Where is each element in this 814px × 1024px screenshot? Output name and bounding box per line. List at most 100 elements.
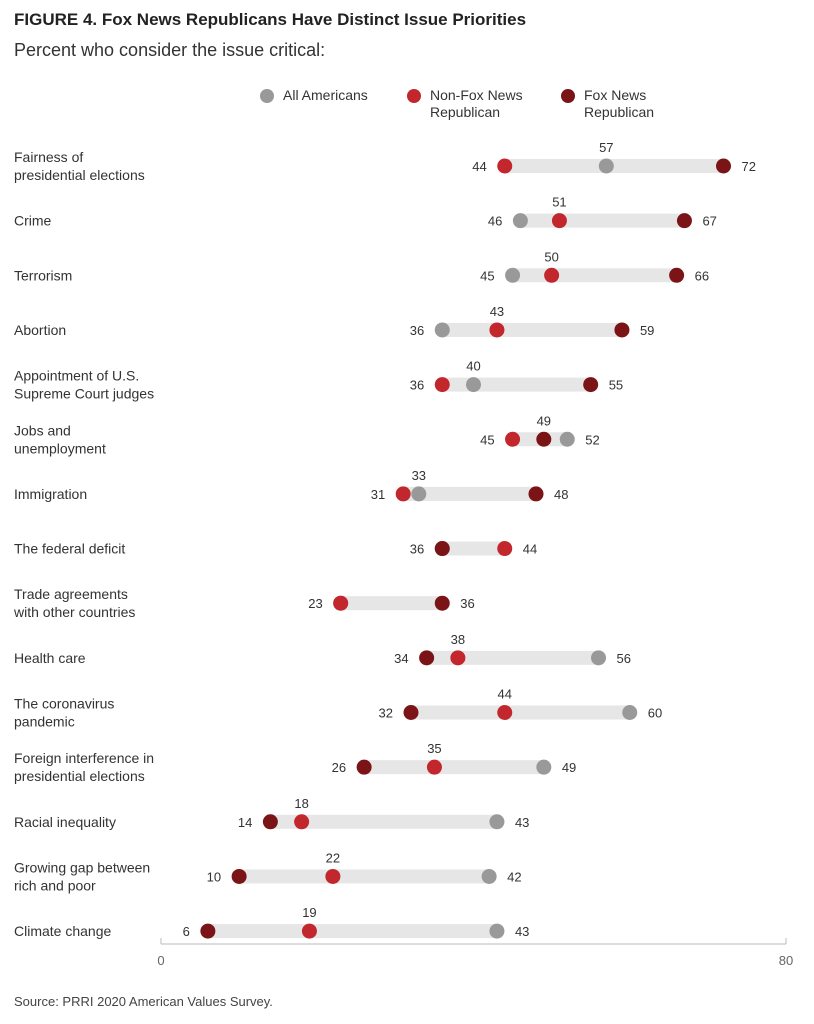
data-label-nonfox: 38 xyxy=(451,632,465,647)
legend-label-fox: Fox News xyxy=(584,87,646,103)
dot-fox xyxy=(231,868,247,884)
data-label-all: 43 xyxy=(515,924,529,939)
range-bar xyxy=(340,596,443,611)
dot-all xyxy=(622,705,638,720)
category-label: Appointment of U.S. xyxy=(14,368,139,384)
legend-label-all: All Americans xyxy=(283,87,368,103)
dot-all xyxy=(598,158,614,174)
dot-fox xyxy=(583,377,599,393)
dot-all xyxy=(559,431,575,447)
data-label-all: 36 xyxy=(410,323,424,338)
data-label-all: 46 xyxy=(488,214,502,229)
dot-nonfox xyxy=(450,650,466,666)
range-bar xyxy=(442,541,505,556)
x-tick-label: 0 xyxy=(157,953,164,968)
dot-nonfox xyxy=(505,431,521,447)
category-label: Growing gap between xyxy=(14,859,150,875)
category-label: Jobs and xyxy=(14,422,71,438)
x-tick-label: 80 xyxy=(779,953,793,968)
dot-nonfox xyxy=(434,377,450,393)
dot-all xyxy=(536,759,552,775)
range-bar xyxy=(207,924,497,939)
dot-fox xyxy=(669,267,685,283)
dot-nonfox xyxy=(497,705,513,720)
category-label: presidential elections xyxy=(14,768,145,784)
dot-nonfox xyxy=(489,322,505,338)
chart-title: FIGURE 4. Fox News Republicans Have Dist… xyxy=(14,10,527,29)
range-bar xyxy=(442,322,622,337)
data-label-all: 23 xyxy=(308,596,322,611)
data-label-nonfox: 44 xyxy=(523,542,537,557)
data-label-all: 57 xyxy=(599,140,613,155)
dot-fox xyxy=(536,431,552,447)
data-label-nonfox: 31 xyxy=(371,487,385,502)
data-label-nonfox: 19 xyxy=(302,905,316,920)
dot-all xyxy=(512,213,528,229)
category-label: Crime xyxy=(14,213,52,229)
category-label: Health care xyxy=(14,650,86,666)
data-label-fox: 10 xyxy=(207,869,221,884)
category-label: Climate change xyxy=(14,923,111,939)
data-label-fox: 14 xyxy=(238,815,252,830)
category-label: Terrorism xyxy=(14,267,72,283)
data-label-fox: 34 xyxy=(394,651,408,666)
data-label-nonfox: 50 xyxy=(544,249,558,264)
dot-fox xyxy=(419,650,435,666)
source-note: Source: PRRI 2020 American Values Survey… xyxy=(14,994,273,1009)
data-label-fox: 49 xyxy=(537,413,551,428)
range-bar xyxy=(442,377,591,392)
data-label-nonfox: 51 xyxy=(552,195,566,210)
dot-nonfox xyxy=(497,541,513,557)
dot-fox xyxy=(200,923,216,939)
data-label-all: 56 xyxy=(617,651,631,666)
data-label-fox: 55 xyxy=(609,378,623,393)
category-label: Foreign interference in xyxy=(14,750,154,766)
range-bar xyxy=(270,814,497,829)
data-label-all: 45 xyxy=(480,268,494,283)
legend-label-nonfox: Republican xyxy=(430,104,500,120)
legend-label-nonfox: Non-Fox News xyxy=(430,87,523,103)
dot-nonfox xyxy=(294,814,310,830)
dot-nonfox xyxy=(325,868,341,884)
data-label-nonfox: 18 xyxy=(294,796,308,811)
dot-all xyxy=(505,267,521,283)
data-label-fox: 26 xyxy=(332,760,346,775)
dot-all xyxy=(481,868,497,884)
data-label-nonfox: 22 xyxy=(326,850,340,865)
data-label-all: 40 xyxy=(466,359,480,374)
data-label-nonfox: 45 xyxy=(480,432,494,447)
dot-fox xyxy=(356,759,372,775)
data-label-all: 36 xyxy=(410,542,424,557)
data-label-nonfox: 44 xyxy=(498,687,512,702)
dot-nonfox xyxy=(544,267,560,283)
category-label: rich and poor xyxy=(14,877,96,893)
category-label: Abortion xyxy=(14,322,66,338)
category-label: unemployment xyxy=(14,440,106,456)
dot-fox xyxy=(434,595,450,611)
category-label: presidential elections xyxy=(14,167,145,183)
dot-fox xyxy=(262,814,278,830)
dot-nonfox xyxy=(497,158,513,174)
dot-nonfox xyxy=(301,923,317,939)
category-label: Trade agreements xyxy=(14,586,128,602)
range-bar xyxy=(426,650,599,665)
chart-subtitle: Percent who consider the issue critical: xyxy=(14,40,326,60)
data-label-fox: 66 xyxy=(695,268,709,283)
data-label-all: 60 xyxy=(648,706,662,721)
category-label: The coronavirus xyxy=(14,696,114,712)
range-bar xyxy=(504,159,724,173)
dot-fox xyxy=(676,213,692,229)
range-bar xyxy=(411,705,630,720)
data-label-all: 52 xyxy=(585,432,599,447)
legend-marker-nonfox xyxy=(407,89,421,103)
dot-fox xyxy=(403,705,419,720)
dot-fox xyxy=(528,486,544,502)
category-label: Fairness of xyxy=(14,149,83,165)
data-label-fox: 48 xyxy=(554,487,568,502)
dot-all xyxy=(591,650,606,666)
data-label-all: 49 xyxy=(562,760,576,775)
data-label-all: 42 xyxy=(507,869,521,884)
dot-all xyxy=(489,814,505,830)
data-label-fox: 72 xyxy=(742,159,756,174)
